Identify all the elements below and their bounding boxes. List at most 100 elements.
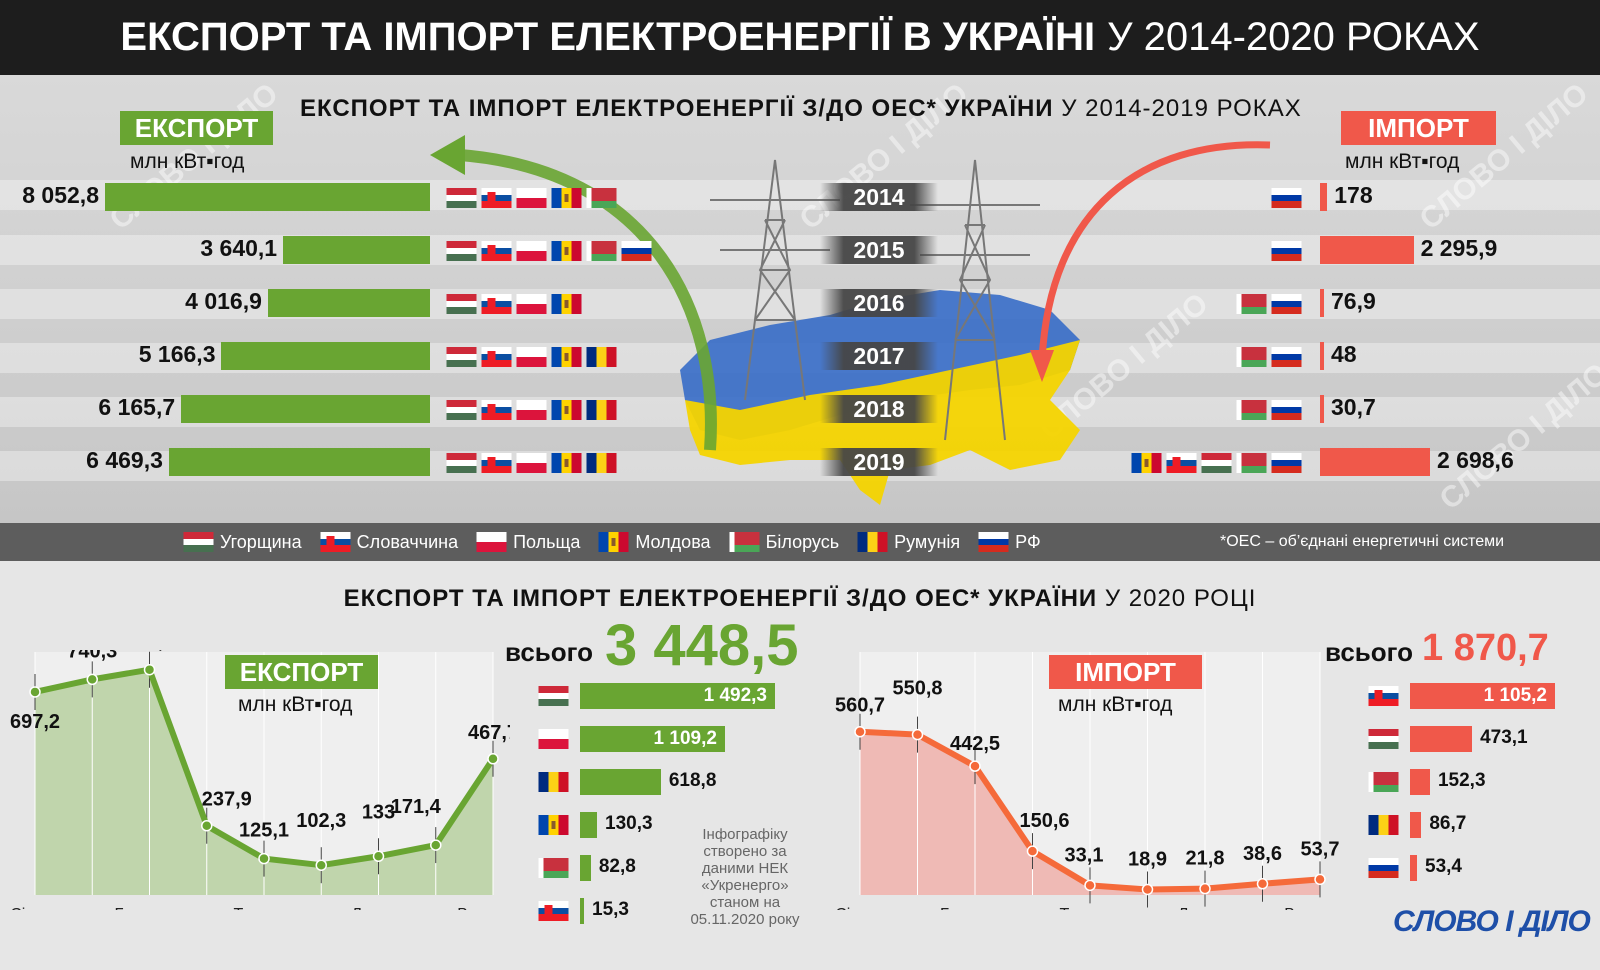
month-label: Січень bbox=[835, 906, 885, 910]
data-point bbox=[1314, 873, 1326, 886]
md-flag-icon bbox=[551, 188, 582, 208]
legend-item-sk: Словаччина bbox=[320, 532, 458, 553]
hu-flag-icon bbox=[446, 294, 477, 314]
data-point bbox=[1026, 845, 1039, 857]
import-flags bbox=[1271, 188, 1302, 208]
legend-label: Молдова bbox=[635, 531, 711, 552]
import-label: ІМПОРТ bbox=[1341, 111, 1496, 145]
data-point bbox=[430, 839, 442, 851]
year-label: 2018 bbox=[820, 395, 938, 423]
legend-item-md: Молдова bbox=[598, 531, 711, 553]
export-flags bbox=[446, 347, 617, 367]
ro-flag-icon bbox=[586, 400, 617, 420]
section1-title-light: У 2014-2019 РОКАХ bbox=[1061, 95, 1302, 122]
ru-flag-icon bbox=[1271, 347, 1302, 367]
row-stripe bbox=[0, 289, 1600, 319]
data-label: 38,6 bbox=[1243, 843, 1282, 865]
legend-item-hu: Угорщина bbox=[183, 532, 302, 553]
import-bar bbox=[1320, 448, 1430, 476]
export-bar bbox=[168, 448, 430, 476]
section2-title-light: У 2020 РОЦІ bbox=[1104, 585, 1257, 612]
data-point bbox=[258, 852, 270, 865]
ro-flag-icon bbox=[1368, 815, 1399, 835]
power-tower-left bbox=[710, 159, 840, 401]
import-value: 76,9 bbox=[1331, 288, 1376, 314]
export-flags bbox=[446, 188, 617, 208]
data-point bbox=[854, 725, 866, 738]
legend-note: *ОЕС – об’єднані енергетичні системи bbox=[1220, 533, 1505, 550]
month-label: Березень bbox=[114, 906, 184, 910]
section1-title: ЕКСПОРТ ТА ІМПОРТ ЕЛЕКТРОЕНЕРГІЇ З/ДО ОЕ… bbox=[300, 95, 1302, 123]
data-point bbox=[1084, 879, 1096, 892]
country-value: 53,4 bbox=[1425, 856, 1462, 877]
export-total: 3 448,5 bbox=[605, 613, 799, 678]
legend-bar: Угорщина Словаччина Польща Молдова Білорусь Р… bbox=[0, 523, 1600, 561]
data-point bbox=[372, 850, 385, 863]
import-flags bbox=[1271, 241, 1302, 261]
sk-flag-icon bbox=[538, 901, 569, 921]
hu-flag-icon bbox=[446, 241, 477, 261]
ro-flag-icon bbox=[538, 772, 569, 792]
data-label: 773,6 bbox=[124, 650, 174, 653]
import-value: 178 bbox=[1334, 182, 1373, 208]
section1-title-bold: ЕКСПОРТ ТА ІМПОРТ ЕЛЕКТРОЕНЕРГІЇ З/ДО ОЕ… bbox=[300, 95, 1054, 122]
country-bar: 1 109,2 bbox=[580, 726, 725, 752]
pl-flag-icon bbox=[516, 400, 547, 420]
ro-flag-icon bbox=[586, 453, 617, 473]
by-flag-icon bbox=[586, 188, 617, 208]
pl-flag-icon bbox=[516, 347, 547, 367]
month-label: Вересень bbox=[1284, 906, 1340, 910]
ru-flag-icon bbox=[1271, 453, 1302, 473]
export-flags bbox=[446, 241, 652, 261]
sk-flag-icon bbox=[481, 241, 512, 261]
import-total: 1 870,7 bbox=[1422, 627, 1549, 669]
ru-flag-icon bbox=[621, 241, 652, 261]
year-label: 2019 bbox=[820, 448, 938, 476]
legend-label: РФ bbox=[1015, 531, 1041, 552]
year-label: 2016 bbox=[820, 289, 938, 317]
source-note-line: створено за bbox=[703, 843, 787, 860]
month-label: Липень bbox=[351, 906, 405, 910]
sk-flag-icon bbox=[1368, 686, 1399, 706]
export-value: 5 166,3 bbox=[138, 341, 216, 367]
import-2020-label: ІМПОРТ bbox=[1049, 655, 1202, 689]
data-label: 740,3 bbox=[67, 650, 117, 662]
import-bar bbox=[1320, 289, 1324, 317]
hu-flag-icon bbox=[446, 400, 477, 420]
year-label: 2015 bbox=[820, 236, 938, 264]
hu-flag-icon bbox=[446, 188, 477, 208]
data-label: 237,9 bbox=[202, 789, 252, 811]
month-label: Липень bbox=[1178, 906, 1232, 910]
import-bar bbox=[1320, 183, 1328, 211]
source-note-line: даними НЕК bbox=[701, 860, 789, 877]
data-label: 442,5 bbox=[950, 733, 1000, 755]
import-value: 30,7 bbox=[1331, 394, 1376, 420]
country-bar: 1 492,3 bbox=[580, 683, 775, 709]
country-bar bbox=[1410, 726, 1473, 752]
country-value: 130,3 bbox=[605, 813, 653, 834]
country-bar bbox=[580, 855, 591, 881]
source-note-line: Інфографіку bbox=[702, 826, 788, 843]
data-point bbox=[315, 859, 327, 871]
ro-flag-icon bbox=[586, 347, 617, 367]
power-tower-right bbox=[910, 159, 1040, 441]
export-flags bbox=[446, 453, 617, 473]
by-flag-icon bbox=[586, 241, 617, 261]
hu-flag-icon bbox=[1368, 729, 1399, 749]
sk-flag-icon bbox=[481, 294, 512, 314]
md-flag-icon bbox=[551, 241, 582, 261]
data-label: 102,3 bbox=[296, 810, 346, 832]
pl-flag-icon bbox=[516, 453, 547, 473]
import-2020-unit: млн кВт▪год bbox=[1058, 693, 1173, 716]
by-flag-icon bbox=[729, 532, 760, 552]
title-light: У 2014-2020 РОКАХ bbox=[1107, 15, 1480, 59]
import-total-word: всього bbox=[1325, 637, 1414, 667]
section2-title-bold: ЕКСПОРТ ТА ІМПОРТ ЕЛЕКТРОЕНЕРГІЇ З/ДО ОЕ… bbox=[343, 585, 1098, 612]
country-bar bbox=[1410, 855, 1417, 881]
country-value: 152,3 bbox=[1437, 770, 1486, 791]
data-label: 467,7 bbox=[468, 722, 510, 744]
month-label: Травень bbox=[233, 906, 294, 910]
ru-flag-icon bbox=[978, 532, 1009, 552]
source-note: Інфографіку створено за даними НЕК «Укренер… bbox=[680, 826, 810, 928]
